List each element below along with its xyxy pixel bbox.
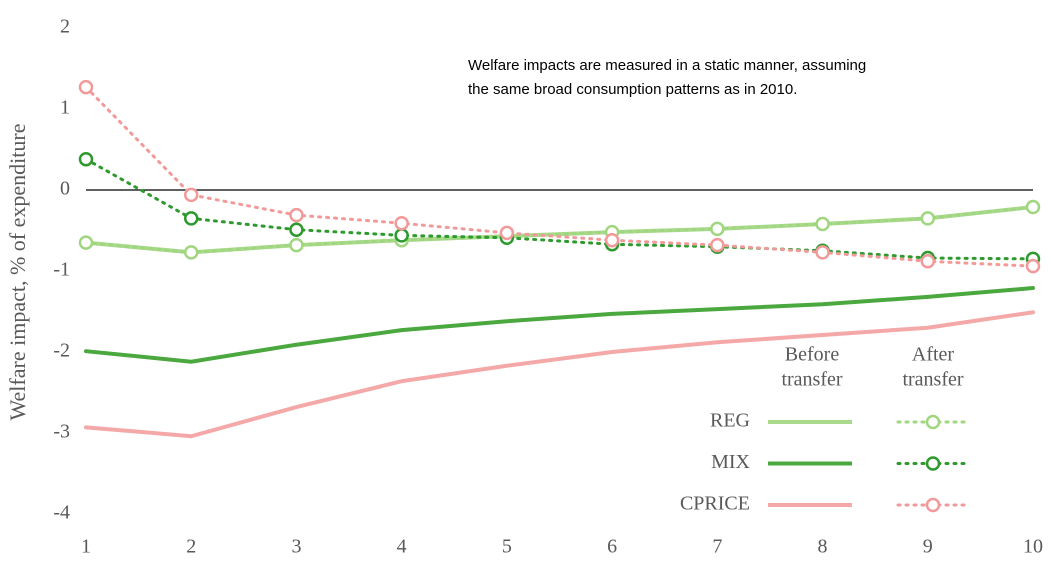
point (183, 245, 199, 260)
x-tick-label: 9 (923, 536, 933, 558)
point (183, 187, 199, 203)
y-axis-label: Welfare impact, % of expenditure (5, 124, 30, 421)
point (78, 79, 94, 95)
line-before (84, 205, 1035, 255)
y-tick-label: -3 (53, 421, 70, 443)
line-before (84, 310, 1035, 439)
point (289, 237, 304, 253)
x-tick-label: 8 (818, 536, 828, 558)
legend-label: MIX (711, 451, 750, 473)
y-tick-label: 0 (60, 178, 70, 200)
annotation: Welfare impacts are measured in a static… (468, 57, 866, 74)
point (815, 245, 830, 260)
legend-header: transfer (902, 369, 963, 391)
point (920, 211, 936, 226)
x-tick-label: 4 (397, 536, 407, 558)
x-tick-label: 6 (607, 536, 617, 558)
line-after (84, 157, 1035, 261)
legend-swatch (925, 414, 941, 430)
point (78, 235, 94, 250)
point (394, 228, 409, 243)
x-tick-label: 5 (502, 536, 512, 558)
point (289, 222, 304, 237)
point (394, 215, 409, 231)
x-tick-label: 3 (291, 536, 301, 558)
point (289, 207, 304, 223)
y-tick-label: 1 (60, 97, 70, 119)
point (1025, 199, 1041, 215)
point (183, 211, 199, 226)
point (1025, 258, 1041, 274)
legend-header: transfer (781, 369, 842, 391)
legend-swatch (925, 497, 941, 513)
point (920, 254, 936, 269)
annotation: the same broad consumption patterns as i… (468, 81, 797, 98)
y-tick-label: -1 (53, 259, 70, 281)
legend-swatch (925, 456, 941, 471)
legend-header: Before (785, 344, 840, 366)
y-tick-label: -2 (53, 340, 70, 362)
line-before (84, 286, 1035, 364)
y-tick-label: 2 (60, 16, 70, 38)
y-tick-label: -4 (53, 502, 70, 524)
line-after (84, 205, 1035, 254)
x-tick-label: 2 (186, 536, 196, 558)
legend-label: CPRICE (680, 493, 750, 515)
point (78, 151, 94, 167)
point (710, 221, 725, 237)
point (499, 225, 515, 241)
point (815, 216, 830, 232)
x-tick-label: 7 (712, 536, 722, 558)
point (710, 237, 725, 253)
x-tick-label: 1 (81, 536, 91, 558)
point (604, 232, 620, 248)
line-after (84, 85, 1035, 268)
legend-header: After (912, 344, 955, 366)
x-tick-label: 10 (1023, 536, 1043, 558)
legend-label: REG (710, 410, 750, 432)
